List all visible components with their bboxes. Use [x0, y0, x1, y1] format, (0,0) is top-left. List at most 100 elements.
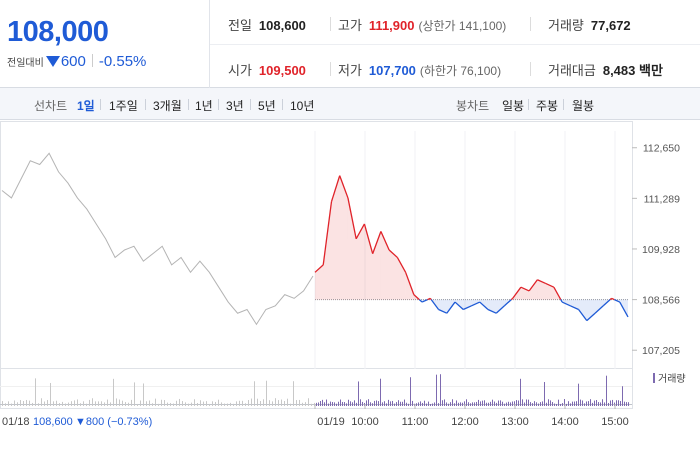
- prev-volume-bar: [284, 400, 285, 406]
- volume-bar: [494, 401, 495, 406]
- stat-limit: (하한가 76,100): [419, 64, 502, 78]
- volume-bar: [490, 401, 491, 406]
- price-segment-down: [430, 299, 440, 310]
- volume-bar: [366, 400, 367, 406]
- price-area-down: [578, 299, 587, 321]
- price-segment-down: [438, 308, 448, 314]
- volume-bar: [482, 400, 483, 406]
- volume-bar: [526, 399, 527, 406]
- tab-1-day[interactable]: 1일: [77, 99, 95, 113]
- price-segment-up: [314, 264, 324, 273]
- price-area-down: [487, 299, 497, 314]
- volume-bar: [336, 403, 337, 406]
- prev-volume-bar: [77, 399, 78, 406]
- volume-bar: [338, 401, 339, 406]
- price-area-down: [438, 299, 447, 314]
- price-area-up: [545, 283, 554, 300]
- price-segment-down: [619, 301, 629, 318]
- volume-bar: [410, 377, 411, 406]
- volume-bar: [454, 403, 455, 406]
- prev-volume-bar: [182, 401, 183, 406]
- volume-bar: [462, 402, 463, 406]
- tab-divider: [250, 99, 251, 110]
- tab-3-months[interactable]: 3개월: [153, 99, 182, 113]
- price-segment-up: [363, 223, 374, 254]
- current-price: 108,000: [7, 16, 109, 48]
- price-area-up: [339, 175, 348, 300]
- prev-volume-bar: [191, 402, 192, 406]
- volume-bar: [334, 402, 335, 406]
- prev-day-line: [1, 152, 314, 326]
- stat-low: 저가 107,700 (하한가 76,100): [338, 60, 501, 79]
- volume-bar: [326, 399, 327, 406]
- volume-bar: [432, 403, 433, 406]
- volume-bar: [350, 401, 351, 406]
- price-segment-up: [322, 201, 333, 265]
- price-area-up: [520, 287, 530, 300]
- volume-bar: [330, 401, 331, 406]
- tab-3-years[interactable]: 3년: [226, 99, 244, 113]
- tab-monthly-candle[interactable]: 월봉: [572, 99, 595, 113]
- prev-volume-bar: [92, 398, 93, 406]
- volume-bar: [562, 403, 563, 406]
- volume-bar: [550, 400, 551, 406]
- volume-bar: [500, 400, 501, 406]
- volume-bar: [618, 400, 619, 406]
- prev-volume-bar: [308, 398, 309, 406]
- volume-bar: [418, 402, 419, 406]
- volume-bar: [626, 402, 627, 406]
- volume-bar: [530, 402, 531, 406]
- volume-bar: [370, 402, 371, 406]
- price-area-up: [405, 272, 414, 300]
- volume-bar: [430, 403, 431, 406]
- prev-volume-bar: [173, 403, 174, 406]
- prev-volume-bar: [116, 398, 117, 406]
- volume-bar: [402, 401, 403, 406]
- volume-bar: [436, 374, 437, 406]
- price-area-down: [496, 299, 505, 314]
- volume-bar: [584, 403, 585, 406]
- stat-label: 저가: [338, 63, 362, 78]
- volume-bar: [318, 402, 319, 406]
- price-segment-up: [396, 257, 407, 273]
- price-area-down: [504, 299, 512, 306]
- tab-10-years[interactable]: 10년: [290, 99, 315, 113]
- price-area-down: [479, 299, 488, 310]
- volume-bar: [434, 402, 435, 406]
- line-chart-group-label: 선차트: [34, 99, 68, 113]
- volume-bar: [428, 401, 429, 406]
- prev-volume-bar: [23, 401, 24, 406]
- tab-1-year[interactable]: 1년: [195, 99, 213, 113]
- volume-bar: [316, 402, 317, 406]
- price-segment-up: [330, 175, 341, 202]
- volume-bar: [368, 399, 369, 406]
- volume-bar: [354, 400, 355, 406]
- prev-volume-bar: [80, 403, 81, 406]
- prev-volume-bar: [122, 400, 123, 406]
- volume-bar: [478, 399, 479, 406]
- price-area-up: [397, 257, 406, 300]
- volume-bar: [360, 399, 361, 406]
- volume-bar: [460, 402, 461, 406]
- prev-day-close: 108,600: [33, 416, 73, 428]
- tab-daily-candle[interactable]: 일봉: [502, 99, 525, 113]
- tab-5-years[interactable]: 5년: [258, 99, 276, 113]
- prev-volume-bar: [215, 401, 216, 406]
- stat-label: 거래량: [548, 18, 584, 33]
- prev-volume-bar: [287, 398, 288, 406]
- price-segment-up: [520, 286, 530, 292]
- volume-bar: [450, 402, 451, 406]
- volume-bar: [548, 399, 549, 406]
- tab-weekly-candle[interactable]: 주봉: [536, 99, 559, 113]
- prev-volume-bar: [8, 401, 9, 406]
- volume-bar: [616, 400, 617, 406]
- tab-1-week[interactable]: 1주일: [109, 99, 138, 113]
- price-segment-up: [537, 279, 546, 285]
- volume-bar: [600, 402, 601, 406]
- prev-volume-bar: [299, 399, 300, 406]
- price-segment-down: [561, 301, 571, 307]
- stat-divider: [330, 17, 331, 31]
- volume-bar: [572, 401, 573, 406]
- volume-bar: [606, 375, 607, 406]
- price-segment-up: [355, 223, 365, 240]
